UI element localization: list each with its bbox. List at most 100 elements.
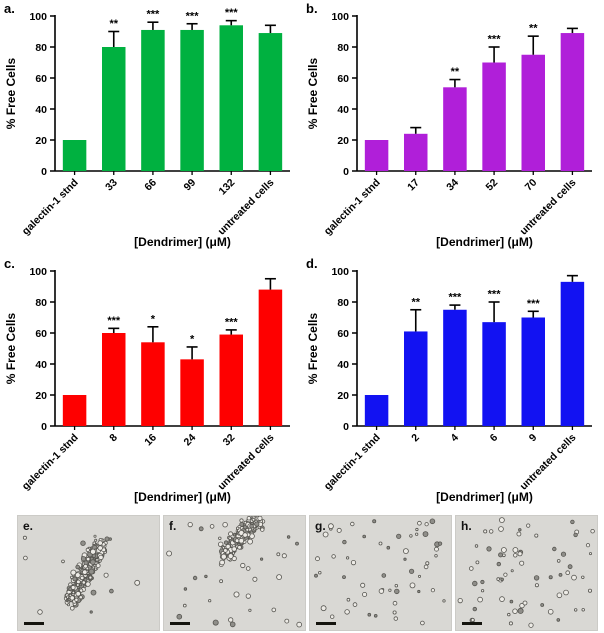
cell-dot: [204, 574, 208, 579]
cell-dot: [74, 572, 81, 578]
scale-bar: [316, 622, 336, 625]
cell-dot: [483, 529, 488, 534]
cell-dot: [512, 547, 519, 553]
significance-stars: **: [529, 23, 538, 35]
panel-label-a: a.: [4, 1, 15, 16]
y-tick-label: 0: [41, 166, 47, 178]
cell-dot: [222, 521, 228, 528]
cell-dot: [219, 559, 225, 566]
cell-dot: [94, 538, 98, 542]
cell-dot: [430, 588, 436, 593]
y-tick-label: 60: [337, 328, 349, 340]
cell-dot: [330, 614, 335, 619]
bar-chart-c: 0 20 40 60 80 100 % Free Cells galectin-1 stnd *…: [4, 266, 290, 504]
cell-dot: [350, 559, 357, 566]
cell-dot: [540, 603, 545, 607]
bar: [141, 342, 165, 426]
chart-panel-b: b. 0 20 40 60 80 100 % Free Cells galectin-1 st…: [302, 0, 604, 255]
cell-dot: [378, 588, 385, 594]
cell-dot: [166, 550, 172, 557]
cell-dot: [271, 607, 277, 613]
cell-dot: [477, 596, 483, 603]
bar: [404, 133, 428, 171]
cell-dot: [223, 548, 228, 553]
cell-dot: [22, 535, 27, 540]
cell-dot: [212, 619, 219, 626]
x-tick-label: 34: [444, 177, 461, 194]
cell-dot: [573, 532, 578, 538]
significance-stars: ***: [527, 298, 541, 310]
cell-dot: [187, 522, 193, 528]
cell-dot: [251, 518, 256, 522]
cell-dot: [276, 552, 281, 557]
bar: [560, 33, 585, 171]
cell-dot: [556, 592, 563, 599]
cell-dot: [92, 541, 96, 545]
panel-label-h: h.: [461, 519, 472, 533]
y-axis-title: % Free Cells: [306, 57, 320, 129]
cell-dot: [567, 564, 573, 570]
y-tick-label: 60: [337, 73, 349, 85]
bar-chart-a: 0 20 40 60 80 100 % Free Cells galectin-1 stnd *…: [4, 7, 290, 249]
bar: [404, 331, 428, 426]
x-tick-label: 9: [527, 432, 540, 445]
cell-dot: [534, 533, 539, 538]
cell-dot: [533, 575, 540, 581]
cell-dot: [548, 575, 553, 580]
cell-dot: [480, 579, 485, 585]
cell-dot: [70, 585, 76, 590]
x-tick-label: 99: [181, 177, 198, 194]
bar: [364, 395, 389, 426]
cell-dot: [281, 553, 287, 559]
cell-dot: [438, 541, 443, 546]
cell-dot: [97, 540, 103, 546]
cell-dot: [90, 548, 97, 555]
micrograph-image-g: [310, 516, 451, 630]
chart-panel-a: a. 0 20 40 60 80 100 % Free Cells galectin-1 st…: [0, 0, 302, 255]
cell-dot: [257, 516, 263, 521]
cell-dot: [83, 577, 88, 582]
x-tick-label: untreated cells: [518, 432, 579, 493]
cell-dot: [429, 518, 436, 525]
cell-dot: [295, 541, 299, 546]
cell-dot: [228, 617, 234, 623]
cell-dot: [409, 582, 416, 589]
cell-dot: [315, 556, 320, 562]
significance-stars: **: [109, 18, 118, 30]
cell-dot: [342, 575, 346, 579]
cell-dot: [239, 518, 244, 523]
cell-dot: [571, 574, 577, 581]
cell-dot: [512, 608, 518, 614]
y-tick-label: 0: [343, 421, 349, 433]
bar: [219, 25, 243, 171]
x-tick-label: 33: [103, 177, 120, 194]
x-axis-title: [Dendrimer] (μM): [134, 235, 231, 249]
cell-dot: [248, 608, 252, 612]
scale-bar: [462, 622, 482, 625]
micrograph-image-f: [164, 516, 305, 630]
y-tick-label: 60: [35, 328, 47, 340]
bar: [102, 333, 126, 426]
cell-dot: [565, 570, 570, 575]
y-tick-label: 20: [35, 390, 47, 402]
bar: [180, 29, 204, 172]
micrograph-row: e. f. g. h.: [0, 515, 604, 631]
x-axis-title: [Dendrimer] (μM): [436, 490, 533, 504]
panel-label-b: b.: [306, 1, 318, 16]
cell-dot: [499, 517, 505, 523]
x-axis-title: [Dendrimer] (μM): [134, 490, 231, 504]
cell-dot: [75, 591, 81, 597]
bar: [443, 87, 467, 171]
cell-dot: [246, 516, 252, 521]
y-tick-label: 0: [343, 166, 349, 178]
cell-dot: [89, 610, 93, 614]
cell-dot: [381, 573, 387, 578]
y-tick-label: 80: [35, 297, 47, 309]
bar: [482, 62, 506, 171]
cell-dot: [373, 614, 378, 618]
y-tick-label: 40: [35, 104, 47, 116]
cell-dot: [229, 621, 236, 628]
micrograph-panel-f: f.: [163, 515, 306, 631]
cell-dot: [372, 519, 377, 524]
charts-grid: a. 0 20 40 60 80 100% Free Cells galectin-1 st…: [0, 0, 604, 504]
